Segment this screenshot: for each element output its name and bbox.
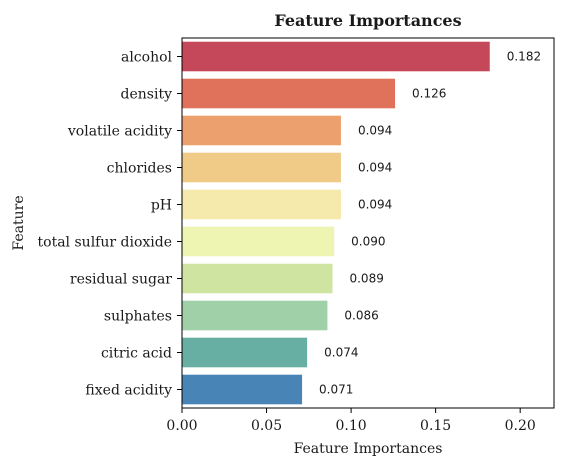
bar [182, 41, 490, 72]
data-label: 0.094 [358, 198, 392, 212]
x-tick-label: 0.00 [166, 418, 197, 434]
y-tick-label: pH [151, 198, 172, 214]
y-tick-label: total sulfur dioxide [38, 235, 172, 251]
bar [182, 263, 333, 294]
data-label: 0.094 [358, 161, 392, 175]
x-tick-label: 0.10 [336, 418, 367, 434]
data-label: 0.074 [324, 346, 358, 360]
y-tick-label: volatile acidity [67, 124, 172, 140]
y-tick-label: chlorides [107, 161, 172, 177]
bar [182, 78, 396, 109]
y-tick-label: alcohol [121, 50, 173, 66]
x-tick-label: 0.15 [420, 418, 451, 434]
data-label: 0.089 [349, 272, 383, 286]
y-tick-label: residual sugar [70, 272, 172, 288]
y-axis-title: Feature [11, 195, 27, 250]
bar [182, 152, 341, 183]
bar [182, 374, 303, 405]
bars-group [182, 41, 490, 405]
data-labels: 0.182 0.126 0.094 0.094 0.094 0.090 0.089 0.086… [319, 50, 541, 397]
bar [182, 115, 341, 146]
data-label: 0.086 [344, 309, 378, 323]
bar [182, 226, 335, 257]
y-tick-label: fixed acidity [85, 383, 172, 399]
x-tick-label: 0.20 [505, 418, 536, 434]
y-axis-ticks [177, 56, 182, 390]
data-label: 0.071 [319, 383, 353, 397]
bar [182, 300, 328, 331]
plot-frame [181, 37, 555, 409]
data-label: 0.094 [358, 124, 392, 138]
bar [182, 189, 341, 220]
x-tick-label: 0.05 [251, 418, 282, 434]
y-tick-label: citric acid [101, 346, 172, 362]
y-tick-label: sulphates [104, 309, 172, 325]
chart-title: Feature Importances [274, 11, 461, 30]
x-axis-ticks: 0.00 0.05 0.10 0.15 0.20 [166, 408, 536, 434]
data-label: 0.090 [351, 235, 385, 249]
data-label: 0.126 [412, 87, 446, 101]
category-labels: alcohol density volatile acidity chlorides p… [38, 50, 173, 399]
data-label: 0.182 [507, 50, 541, 64]
y-tick-label: density [121, 87, 173, 103]
x-axis-title: Feature Importances [294, 441, 443, 457]
bar [182, 337, 308, 368]
